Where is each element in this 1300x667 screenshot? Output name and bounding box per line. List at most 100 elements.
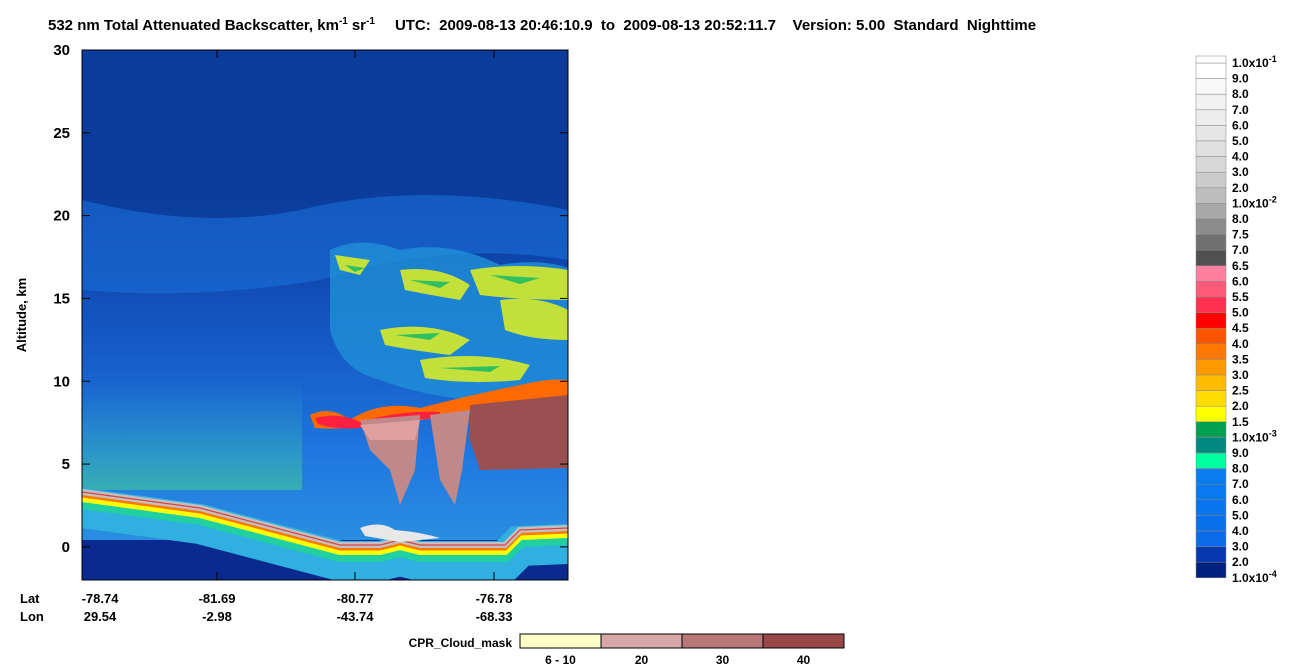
colorbar-label: 4.0 [1232,524,1249,538]
colorbar-segment [1195,93,1227,111]
colorbar-segment [1195,390,1227,407]
colorbar-label: 6.5 [1232,259,1249,273]
colorbar-label: 1.0x10-3 [1232,428,1277,444]
y-tick-label: 30 [53,42,70,59]
colorbar-segment [1195,515,1227,532]
colorbar-segment [1195,343,1227,360]
x-tick-label: 29.54 [84,609,117,624]
x-tick-label: -43.74 [337,609,375,624]
colorbar-label-exp: -1 [1269,54,1277,64]
colorbar-label: 1.0x10-2 [1232,194,1277,210]
colorbar-label: 8.0 [1232,462,1249,476]
colorbar-segment [1195,265,1227,282]
colorbar-label: 6.0 [1232,493,1249,507]
y-tick-label: 0 [62,539,70,556]
colorbar-segment [1195,171,1227,189]
y-tick-label: 5 [62,456,70,473]
colorbar-label: 3.5 [1232,352,1249,366]
colorbar-label: 5.0 [1232,508,1249,522]
colorbar-segment [1195,156,1227,173]
colorbar-label: 6.0 [1232,274,1249,288]
title-info: UTC: 2009-08-13 20:46:10.9 to 2009-08-13… [395,17,1036,34]
colorbar-label-exp: -3 [1269,428,1277,438]
colorbar-segment [1195,218,1227,235]
x-tick-label: -81.69 [199,591,236,606]
colorbar-label: 3.0 [1232,165,1249,179]
colorbar-segment [1195,140,1227,157]
colorbar-segment [1195,452,1227,469]
cpr-legend-title: CPR_Cloud_mask [409,636,513,650]
cpr-legend-label: 20 [635,653,649,667]
y-tick-label: 10 [53,373,70,390]
chart-title: 532 nm Total Attenuated Backscatter, km-… [48,16,1036,34]
colorbar-segment [1195,405,1227,423]
y-tick-label: 20 [53,208,70,225]
colorbar-segment [1195,296,1227,313]
colorbar-label-base: 1.0x10 [1232,196,1269,210]
cpr-legend-swatch [519,633,602,649]
colorbar-label-base: 1.0x10 [1232,56,1269,70]
x-tick-label: -80.77 [337,591,374,606]
x-tick-label: -76.78 [476,591,513,606]
cpr-legend-label: 30 [716,653,730,667]
colorbar-segment [1195,327,1227,345]
colorbar-segment [1195,561,1227,579]
colorbar-label: 4.0 [1232,150,1249,164]
colorbar-label: 5.0 [1232,306,1249,320]
x-tick-label: -2.98 [202,609,232,624]
colorbar-segment [1195,234,1227,251]
colorbar-segment [1195,62,1227,79]
colorbar-segment [1195,468,1227,485]
colorbar-segment [1195,281,1227,298]
backscatter-image [82,50,568,580]
cpr-legend-swatch [762,633,845,649]
y-axis-label: Altitude, km [14,278,29,352]
colorbar-label: 5.0 [1232,134,1249,148]
colorbar-segment [1195,499,1227,516]
colorbar-segment [1195,109,1227,126]
x-row-name: Lon [20,609,44,624]
colorbar-label: 4.0 [1232,337,1249,351]
colorbar-label: 6.0 [1232,118,1249,132]
colorbar-segment [1195,437,1227,454]
colorbar-label-exp: -2 [1269,194,1277,204]
colorbar-label: 3.0 [1232,368,1249,382]
colorbar-label: 5.5 [1232,290,1249,304]
colorbar-segment [1195,530,1227,547]
colorbar-segment [1195,312,1227,329]
plot-frame [81,49,569,581]
y-tick-label: 15 [53,290,70,307]
colorbar-label: 3.0 [1232,540,1249,554]
title-text: 532 nm Total Attenuated Backscatter, km [48,17,339,34]
colorbar-segment [1195,187,1227,204]
colorbar-label: 1.0x10-1 [1232,54,1277,70]
colorbar-label: 8.0 [1232,212,1249,226]
colorbar-segment [1195,483,1227,501]
colorbar-label: 9.0 [1232,72,1249,86]
x-tick-label: -68.33 [476,609,513,624]
generated: 0 5 10 15 20 25 30 Lat -78.74 -81.69 -80.77 -76.78 L… [20,42,1277,667]
colorbar-label: 4.5 [1232,321,1249,335]
colorbar-segment [1195,546,1227,563]
cpr-legend-label: 40 [797,653,811,667]
colorbar-segment [1195,125,1227,142]
colorbar-label: 2.0 [1232,399,1249,413]
colorbar-label: 7.0 [1232,477,1249,491]
colorbar-label: 8.0 [1232,87,1249,101]
colorbar-label: 2.5 [1232,384,1249,398]
x-ticks [81,50,495,580]
colorbar-label: 9.0 [1232,446,1249,460]
colorbar-label-base: 1.0x10 [1232,430,1269,444]
colorbar-segment [1195,421,1227,438]
title-exp: -1 [339,16,348,27]
cpr-legend-swatch [681,633,764,649]
title-unit: sr [352,17,366,34]
cpr-legend-label: 6 - 10 [545,653,576,667]
x-tick-label: -78.74 [82,591,120,606]
colorbar-label: 7.0 [1232,103,1249,117]
colorbar-segment [1195,78,1227,95]
colorbar-label: 2.0 [1232,181,1249,195]
cpr-legend-swatch [600,633,683,649]
colorbar-label: 7.0 [1232,243,1249,257]
